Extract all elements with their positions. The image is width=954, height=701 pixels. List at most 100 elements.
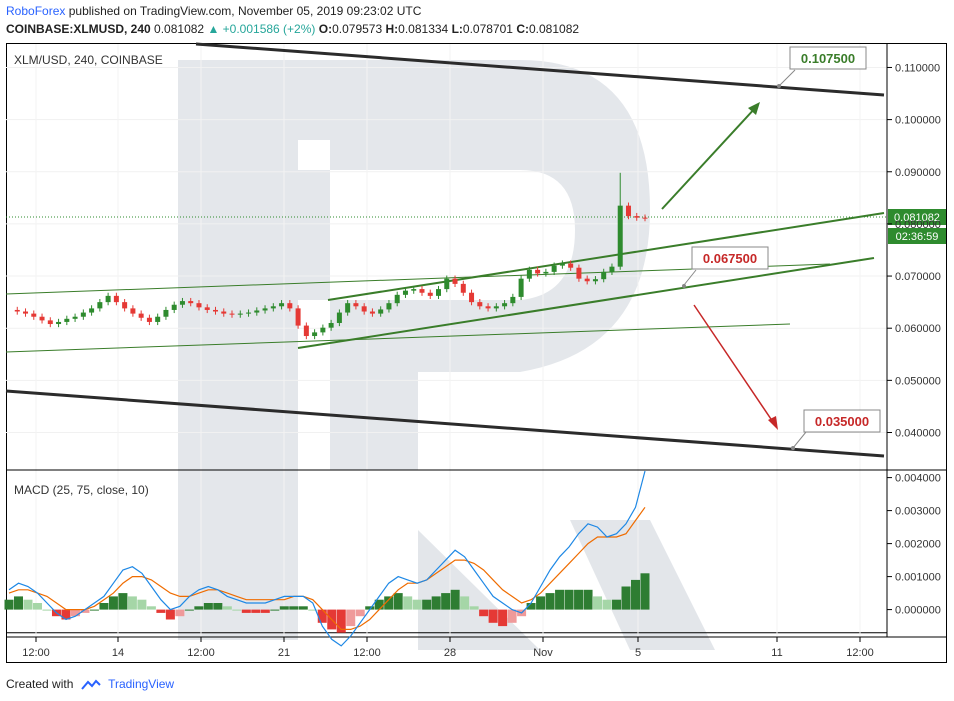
candle: [502, 300, 508, 310]
price-axis[interactable]: 0.110000 0.100000 0.090000 0.080000 0.070000…: [887, 62, 941, 439]
candle: [336, 309, 342, 327]
macd-axis[interactable]: 0.004000 0.003000 0.002000 0.001000 0.000000: [887, 473, 941, 617]
candle: [526, 266, 532, 282]
macd-bar: [621, 586, 631, 610]
macd-bar: [156, 609, 166, 613]
macd-bar: [384, 596, 394, 610]
candle: [312, 329, 318, 340]
candle: [378, 306, 384, 317]
price-tick-label: 0.040000: [895, 427, 941, 439]
open-value: 0.079573: [332, 22, 383, 36]
macd-bar: [602, 599, 612, 610]
candle: [493, 303, 499, 312]
candle: [229, 310, 235, 318]
macd-bar: [460, 596, 470, 610]
candle: [419, 285, 425, 296]
price-tick-label: 0.080000: [895, 219, 941, 231]
current-price-tag: 0.081082: [888, 209, 946, 225]
callout-target-up[interactable]: 0.107500: [777, 46, 867, 88]
candle: [31, 310, 37, 320]
candle: [559, 260, 565, 269]
macd-bar: [640, 573, 650, 610]
candle: [138, 310, 144, 321]
callout-support[interactable]: 0.067500: [682, 246, 769, 288]
macd-bar: [251, 609, 261, 613]
macd-bar: [42, 609, 52, 611]
candle: [617, 172, 623, 270]
trend-lines[interactable]: [5, 42, 887, 458]
macd-bar: [23, 599, 33, 610]
time-tick-label: 14: [112, 647, 124, 659]
callout-target-down[interactable]: 0.035000: [791, 409, 881, 450]
candle: [625, 202, 631, 220]
callout-target-down-label: 0.035000: [815, 414, 869, 429]
thin-lower-line: [5, 323, 791, 353]
author-link[interactable]: RoboForex: [6, 4, 66, 18]
candle: [179, 297, 185, 308]
candle: [221, 308, 227, 317]
macd-bar: [393, 593, 403, 610]
time-tick-label: 12:00: [353, 647, 381, 659]
price-tick-label: 0.090000: [895, 167, 941, 179]
candle: [303, 322, 309, 340]
tradingview-link[interactable]: TradingView: [108, 677, 175, 691]
macd-tick-label: 0.002000: [895, 539, 941, 551]
time-tick-label: Nov: [533, 647, 553, 659]
candle: [576, 264, 582, 282]
candle: [146, 314, 152, 326]
candle: [584, 275, 590, 285]
tradingview-logo-icon: [80, 679, 101, 690]
candle: [113, 292, 119, 306]
time-tick-label: 21: [278, 647, 290, 659]
candle: [427, 289, 433, 299]
macd-bar: [108, 596, 118, 610]
candle: [320, 324, 326, 336]
candle: [122, 299, 128, 312]
macd-bar: [593, 596, 603, 610]
high-label: H:: [385, 22, 399, 36]
macd-bar: [118, 593, 128, 610]
arrow-down[interactable]: [693, 304, 778, 430]
macd-bar: [507, 609, 517, 623]
arrow-up[interactable]: [661, 102, 760, 210]
macd-bar: [403, 596, 413, 610]
candle: [295, 305, 301, 329]
published-text: published on TradingView.com, November 0…: [68, 4, 422, 18]
time-tick-label: 12:00: [22, 647, 50, 659]
candle: [246, 309, 252, 317]
candle: [64, 315, 70, 326]
candle: [188, 297, 194, 307]
macd-bar: [137, 599, 147, 610]
channel-lower-line: [5, 389, 885, 458]
candle: [279, 300, 285, 310]
time-axis[interactable]: 12:00 14 12:00 21 12:00 28 Nov 5 11 12:00: [22, 637, 874, 659]
time-tick-label: 11: [771, 647, 782, 659]
candle: [105, 292, 111, 306]
macd-bar: [99, 603, 109, 610]
macd-bar: [488, 609, 498, 623]
macd-bar: [4, 599, 14, 610]
candle: [204, 304, 210, 314]
candle: [485, 303, 491, 312]
macd-bar: [146, 606, 156, 610]
close-value: 0.081082: [528, 22, 580, 36]
trend-lower-line: [297, 257, 875, 349]
candle: [411, 285, 417, 294]
candle: [361, 303, 367, 315]
macd-bar: [612, 599, 622, 610]
candle: [402, 287, 408, 298]
macd-bar: [374, 599, 384, 610]
candle: [469, 289, 475, 306]
symbol-name: COINBASE:XLMUSD, 240: [6, 22, 151, 36]
macd-bar: [70, 609, 80, 617]
macd-bar: [289, 606, 299, 610]
macd-bar: [241, 609, 251, 613]
macd-bar: [526, 603, 536, 610]
last-price: 0.081082: [154, 22, 205, 36]
macd-bar: [213, 603, 223, 610]
candle: [14, 306, 20, 315]
candle: [163, 306, 169, 320]
macd-bar: [194, 606, 204, 610]
macd-bar: [222, 606, 232, 610]
